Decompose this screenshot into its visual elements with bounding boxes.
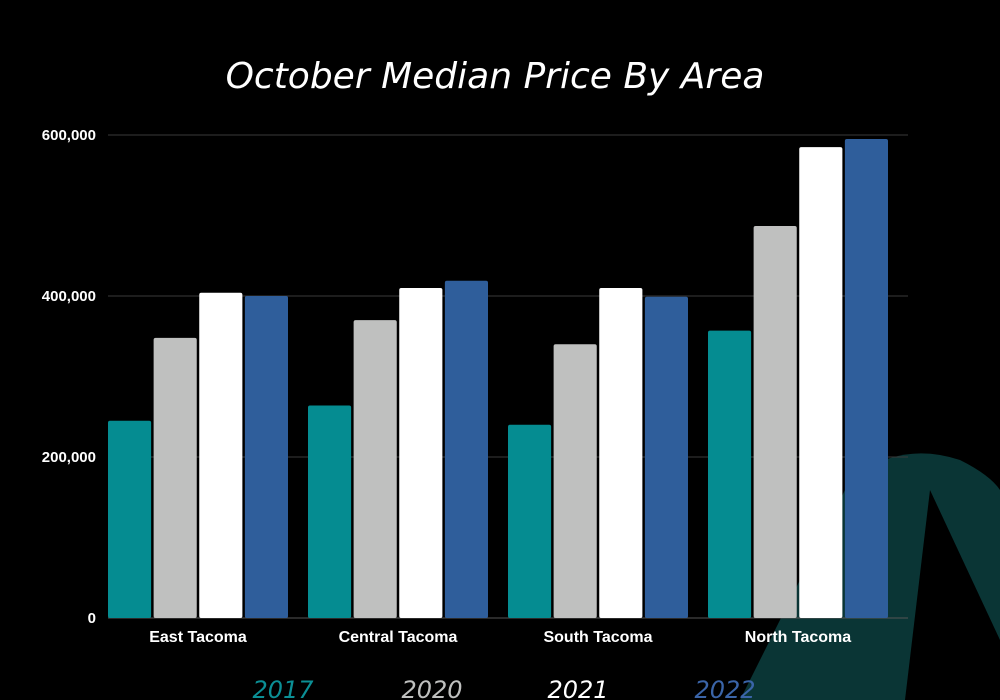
- y-tick-label: 400,000: [42, 288, 96, 305]
- bar-2022: [444, 280, 488, 618]
- y-tick-label: 0: [88, 610, 96, 627]
- logo-cutout: [905, 490, 1000, 700]
- x-category-label: East Tacoma: [149, 629, 247, 646]
- x-category-label: Central Tacoma: [339, 629, 458, 646]
- bar-2021: [199, 292, 243, 618]
- bar-2017: [108, 420, 152, 618]
- bar-2022: [244, 296, 288, 618]
- legend-label-2021: 2021: [547, 676, 608, 700]
- bar-2017: [508, 424, 552, 618]
- bar-2020: [753, 225, 797, 618]
- bar-2021: [599, 287, 643, 618]
- x-axis-categories: East Tacoma Central Tacoma South Tacoma Nor…: [149, 629, 851, 646]
- chart-title: October Median Price By Area: [226, 56, 765, 97]
- bar-2022: [844, 139, 888, 618]
- y-tick-label: 600,000: [42, 127, 96, 144]
- bar-2021: [399, 287, 443, 618]
- legend: 2017 2020 2021 2022: [252, 676, 755, 700]
- bar-2017: [708, 330, 752, 618]
- bar-2020: [153, 337, 197, 618]
- bar-2022: [644, 296, 688, 618]
- x-category-label: South Tacoma: [543, 629, 652, 646]
- bar-2020: [553, 344, 597, 618]
- bar-2021: [799, 147, 843, 618]
- legend-label-2020: 2020: [401, 676, 462, 700]
- bar-2017: [308, 405, 352, 618]
- y-tick-label: 200,000: [42, 449, 96, 466]
- y-axis-ticks: 0 200,000 400,000 600,000: [42, 127, 96, 627]
- legend-label-2017: 2017: [252, 676, 314, 700]
- x-category-label: North Tacoma: [745, 629, 851, 646]
- legend-label-2022: 2022: [694, 676, 755, 700]
- bars: [108, 139, 888, 618]
- bar-2020: [353, 320, 397, 618]
